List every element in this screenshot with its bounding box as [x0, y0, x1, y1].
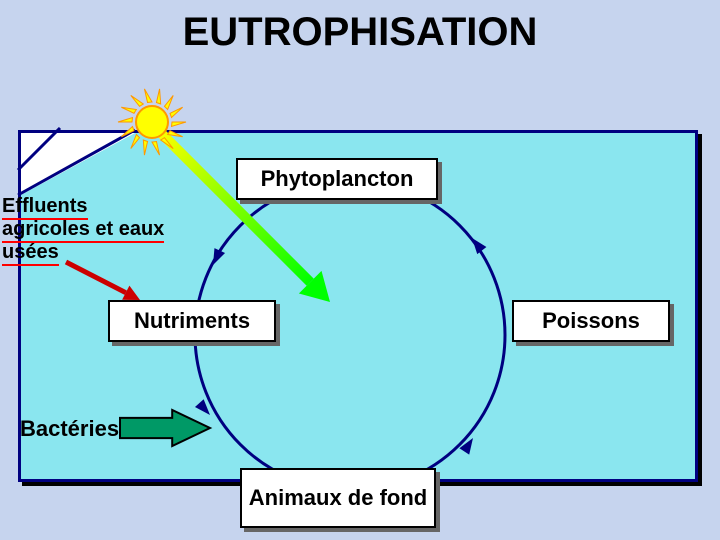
nutriments-box: Nutriments [108, 300, 276, 342]
poissons-box: Poissons [512, 300, 670, 342]
page-title: EUTROPHISATION [0, 10, 720, 55]
animaux-text: Animaux de fond [249, 486, 427, 510]
nutriments-text: Nutriments [134, 308, 250, 334]
phytoplancton-text: Phytoplancton [261, 166, 414, 192]
poissons-text: Poissons [542, 308, 640, 334]
animaux-box: Animaux de fond [240, 468, 436, 528]
effluents-label: Effluents agricoles et eaux usées [2, 195, 164, 264]
bacteries-label: Bactéries [20, 416, 119, 442]
phytoplancton-box: Phytoplancton [236, 158, 438, 200]
